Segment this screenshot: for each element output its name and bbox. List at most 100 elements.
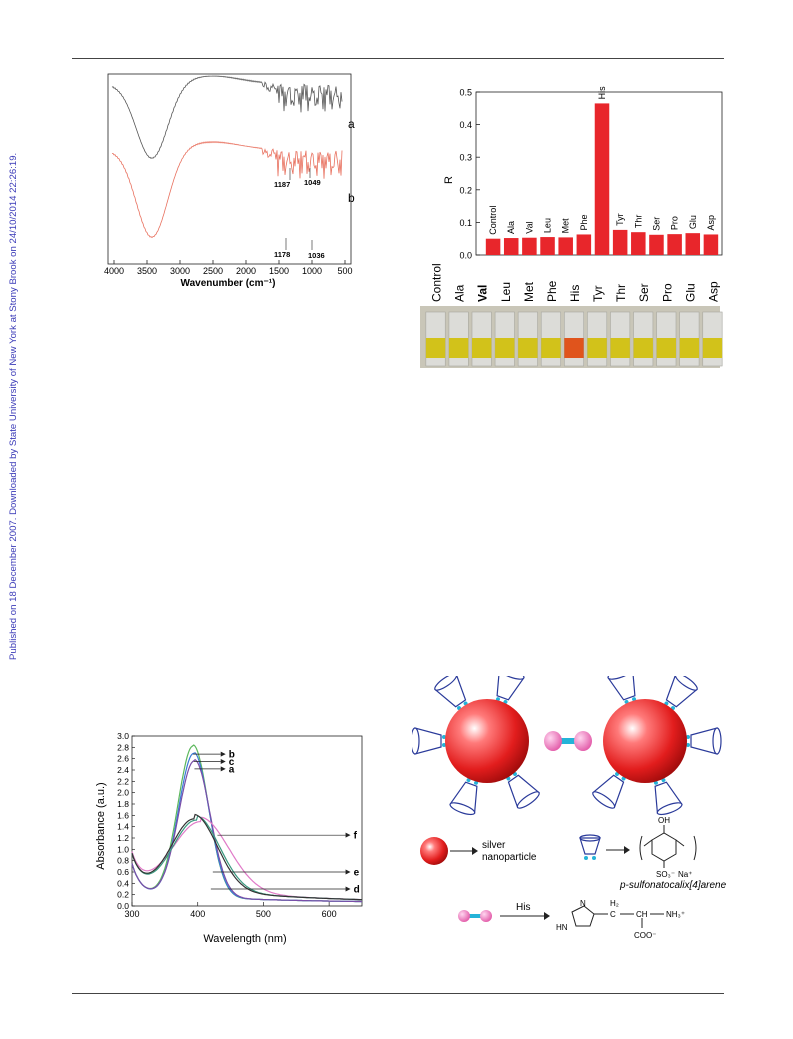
vial-solution [495,338,515,358]
vial-solution [656,338,676,358]
uv-ytick: 0.0 [117,901,129,911]
silver-nanoparticle-left [445,699,529,783]
bar-ytick: 0.2 [459,185,472,195]
uv-ytick: 2.8 [117,742,129,752]
uv-series-label: b [229,750,235,761]
vial-label: Asp [706,281,720,302]
uvvis-figure: 0.0 0.2 0.4 0.6 0.8 1.0 1.2 1.4 1.6 1.8 2.0 2.2 2.4 2… [92,728,374,950]
uv-ytick: 0.6 [117,867,129,877]
bar-ala [503,238,519,255]
vial-label: His [568,285,582,302]
bar-label: Control [488,206,498,235]
struct-c: C [610,910,616,919]
uv-series-label: c [229,757,235,768]
bar-val [522,237,537,255]
bar-label: Ala [506,221,516,234]
struct-ch2: H₂ [610,899,619,908]
bar-label: Pro [670,216,680,230]
vial-label: Tyr [591,285,605,302]
uv-ytick: 2.0 [117,788,129,798]
his-legend-icon [458,910,492,922]
vial-label: Control [430,263,444,302]
uv-ytick: 2.2 [117,776,129,786]
silver-legend-2: nanoparticle [482,852,537,863]
struct-hn: HN [556,923,568,932]
ftir-xtick: 2000 [236,266,256,276]
uv-ytick: 3.0 [117,731,129,741]
struct-coo: COO⁻ [634,931,656,940]
ftir-label-a: a [348,117,355,131]
bar-label: Leu [543,218,553,233]
vial-solution [633,338,653,358]
uv-xtick: 300 [124,909,139,919]
silver-legend-icon [420,837,448,865]
vial-label: Glu [683,283,697,302]
bar-ytick: 0.4 [459,120,472,130]
calixarene-cone-icon [410,727,446,755]
calixarene-cone-icon [653,778,683,816]
ftir-peak-b-1036: 1036 [308,251,325,260]
vial-label: Ser [637,283,651,302]
uv-ylabel: Absorbance (a.u.) [95,782,107,869]
ftir-xtick: 1500 [269,266,289,276]
uv-ytick: 1.0 [117,844,129,854]
struct-n: N [580,899,586,908]
uv-xtick: 500 [256,909,271,919]
ftir-peak-b-1178: 1178 [274,250,290,259]
vial-solution [472,338,492,358]
vial-label: Leu [499,282,513,302]
struct-oh: OH [658,816,670,825]
ftir-xtick: 2500 [203,266,223,276]
bar-pro [667,234,682,255]
uv-series-e [131,815,363,901]
bar-ytick: 0.0 [459,251,472,261]
bar-asp [703,234,719,255]
ftir-xtick: 3000 [170,266,190,276]
ftir-frame [107,73,352,265]
footer-rule [72,993,724,994]
bar-ytick: 0.5 [459,88,472,98]
bar-met [558,237,573,255]
vial-solution [541,338,561,358]
struct-ch: CH [636,910,648,919]
struct-na: Na⁺ [678,870,692,879]
uv-xlabel: Wavelength (nm) [203,933,286,945]
ftir-curve-b [111,140,343,239]
bar-label: Asp [706,215,716,231]
uv-ytick: 2.6 [117,754,129,764]
uv-series-label: e [354,868,360,879]
vial-label: Ala [453,284,467,302]
bar-label: Phe [579,214,589,230]
uv-series-label: f [354,831,358,842]
vial-solution [518,338,538,358]
calix-legend-label: p-sulfonatocalix[4]arene [619,880,727,891]
vial-solution [448,338,469,358]
calixarene-cone-icon [686,727,722,755]
vial-label: Val [476,285,490,302]
calixarene-cone-icon [449,778,479,816]
bar-tyr [612,229,628,255]
bar-glu [685,233,701,255]
bar-thr [631,232,646,255]
uv-ytick: 0.2 [117,890,129,900]
uv-ytick: 1.8 [117,799,129,809]
bar-ytick: 0.1 [459,218,472,228]
bar-phe [576,234,592,255]
side-note: Published on 18 December 2007. Downloade… [4,120,20,660]
uv-ytick: 0.8 [117,856,129,866]
vial-label: Phe [545,280,559,302]
bar-label: His [597,86,607,99]
bar-ser [649,234,664,255]
bar-ytick: 0.3 [459,153,472,163]
bar-label: Ser [651,217,661,231]
bar-label: Thr [633,215,643,229]
bar-label: Met [561,218,571,234]
bar-label: Val [524,221,534,233]
uv-series-label: a [229,764,235,775]
his-arrow-label: His [516,902,530,913]
bar-his [594,103,610,255]
ftir-xtick: 1000 [302,266,322,276]
uv-ytick: 1.2 [117,833,129,843]
calixarene-cone-icon [664,673,698,711]
vial-solution [702,338,723,358]
